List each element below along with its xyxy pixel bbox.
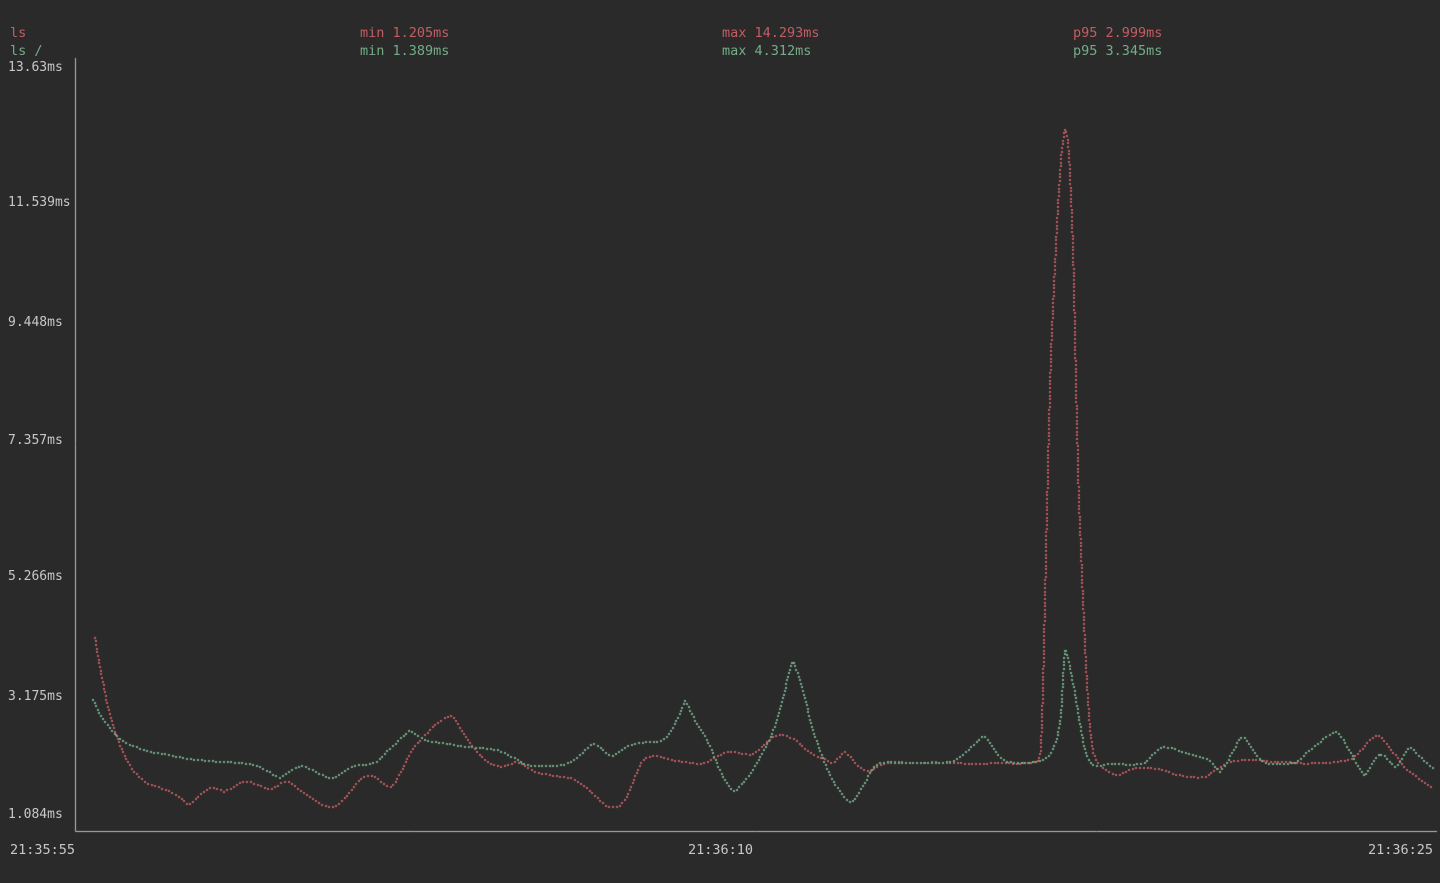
y-axis-tick-label: 5.266ms <box>8 569 63 584</box>
series-2-p95-stat: p95 3.345ms <box>1073 43 1163 59</box>
x-axis-tick-label: 21:36:25 <box>1367 842 1433 858</box>
x-axis-tick-label: 21:35:55 <box>10 842 76 858</box>
x-axis-tick-label: 21:36:10 <box>688 842 754 858</box>
series-2-min-stat: min 1.389ms <box>360 43 450 59</box>
legend-series-1-label: ls <box>10 25 27 41</box>
y-axis-tick-label: 13.63ms <box>8 60 63 75</box>
series-1-min-stat: min 1.205ms <box>360 25 450 41</box>
y-axis-tick-label: 11.539ms <box>8 195 71 210</box>
series-1-p95-stat: p95 2.999ms <box>1073 25 1163 41</box>
y-axis-tick-label: 1.084ms <box>8 807 63 822</box>
y-axis-tick-label: 3.175ms <box>8 689 63 704</box>
series-2-max-stat: max 4.312ms <box>722 43 812 59</box>
y-axis-tick-label: 9.448ms <box>8 315 63 330</box>
y-axis-tick-label: 7.357ms <box>8 433 63 448</box>
series-1-max-stat: max 14.293ms <box>722 25 820 41</box>
legend-series-2-label: ls / <box>10 43 43 59</box>
